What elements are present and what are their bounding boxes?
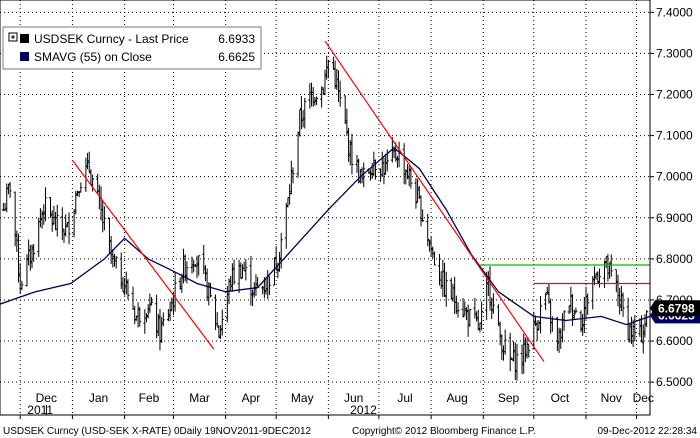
x-tick-label: Jan — [89, 391, 108, 405]
price-bars — [1, 55, 649, 381]
footer-copyright: Copyright© 2012 Bloomberg Finance L.P. — [352, 426, 536, 437]
legend-price-name: USDSEK Curncy - Last Price — [34, 32, 189, 46]
last-price-tag-bg — [650, 300, 700, 317]
x-axis: Dec Jan Feb Mar Apr May Jun Jul Aug Sep Oct Nov Dec2… — [19, 391, 654, 419]
y-tick-label: 7.3000 — [656, 46, 693, 60]
x-tick-label: Dec — [36, 391, 57, 405]
legend-box — [2, 26, 262, 70]
footer: USDSEK Curncy (USD-SEK X-RATE) 0Daily 19… — [3, 426, 697, 437]
x-tick-label: Feb — [139, 391, 160, 405]
y-tick-label: 7.1000 — [656, 129, 693, 143]
last-price-tag-label: 6.6798 — [658, 301, 695, 315]
x-tick-label: Nov — [601, 391, 622, 405]
x-tick-label: Jul — [397, 391, 412, 405]
price-tags: 6.66256.6798 — [650, 300, 700, 324]
x-tick-label: Oct — [551, 391, 570, 405]
x-tick-label: Apr — [242, 391, 261, 405]
y-tick-label: 7.4000 — [656, 5, 693, 19]
y-axis: 6.50006.60006.70006.80006.90007.00007.10… — [650, 5, 693, 389]
trend-lines — [71, 40, 650, 362]
y-tick-label: 7.2000 — [656, 88, 693, 102]
legend-sma-name: SMAVG (55) on Close — [34, 50, 152, 64]
footer-security: USDSEK Curncy (USD-SEK X-RATE) 0Daily 19… — [3, 426, 312, 437]
y-tick-label: 6.8000 — [656, 252, 693, 266]
legend-swatch-sma — [20, 52, 29, 61]
y-tick-label: 7.0000 — [656, 170, 693, 184]
legend: USDSEK Curncy - Last Price 6.6933 SMAVG … — [2, 26, 262, 70]
x-tick-label: Dec — [633, 391, 654, 405]
legend-sma-value: 6.6625 — [218, 50, 255, 64]
y-tick-label: 6.5000 — [656, 375, 693, 389]
footer-timestamp: 09-Dec-2012 22:28:34 — [597, 426, 697, 437]
legend-toggle-icon[interactable] — [8, 32, 18, 42]
x-tick-label: Aug — [447, 391, 468, 405]
sma-series — [0, 147, 651, 326]
legend-price-value: 6.6933 — [218, 32, 255, 46]
y-tick-label: 6.9000 — [656, 211, 693, 225]
x-tick-label: Jun — [344, 391, 363, 405]
x-tick-label: Mar — [189, 391, 210, 405]
legend-swatch-price — [20, 34, 29, 43]
y-tick-label: 6.6000 — [656, 334, 693, 348]
year-label: 2011 — [27, 403, 53, 417]
trend-line — [71, 159, 215, 350]
x-tick-label: May — [291, 391, 314, 405]
trend-line — [324, 40, 545, 362]
sma-line — [0, 147, 651, 326]
year-label: 2012 — [350, 403, 377, 417]
x-tick-label: Sep — [498, 391, 520, 405]
plot-frame — [0, 0, 651, 416]
